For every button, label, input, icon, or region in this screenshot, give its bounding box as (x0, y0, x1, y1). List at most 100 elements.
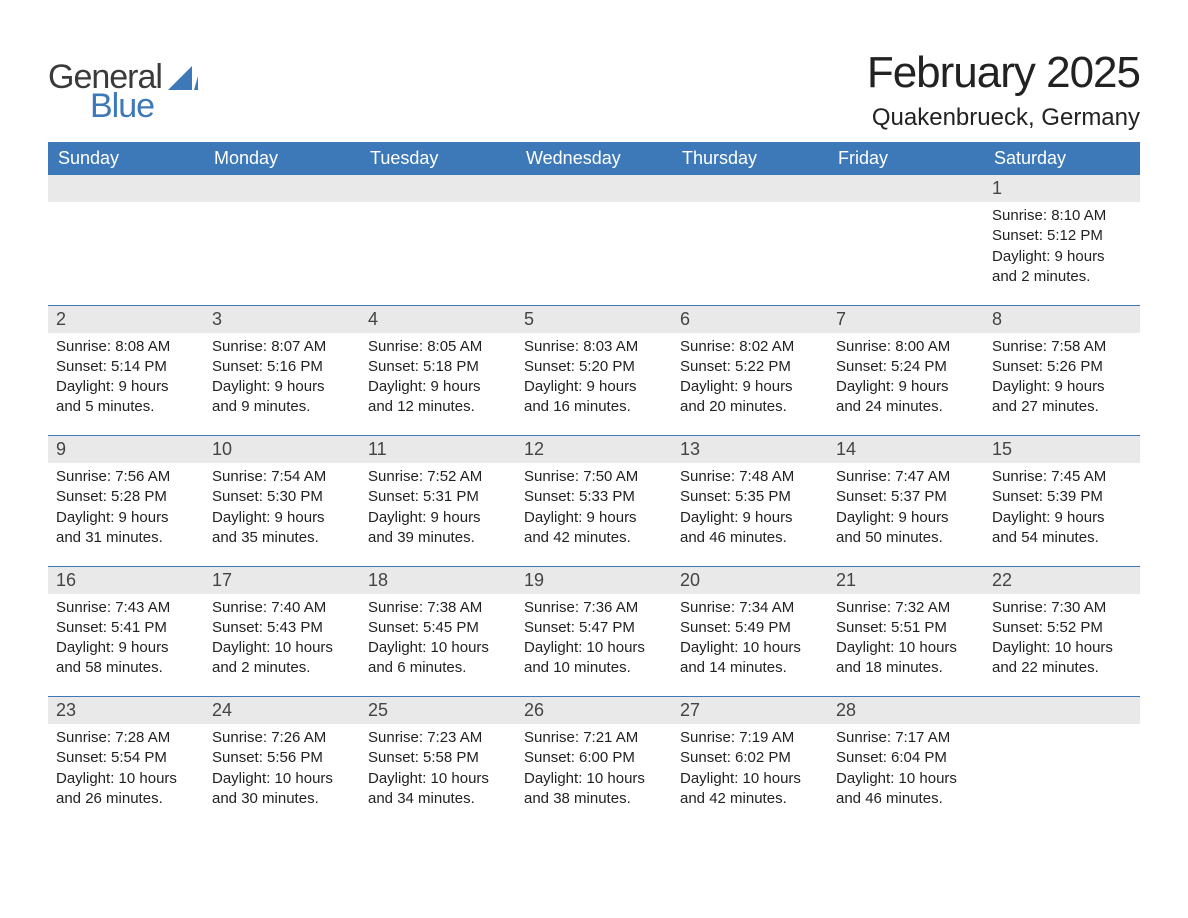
calendar-day-cell (516, 175, 672, 305)
sunset-text: Sunset: 5:58 PM (368, 748, 508, 768)
day-number: 23 (48, 697, 204, 724)
calendar-day-cell: 9Sunrise: 7:56 AMSunset: 5:28 PMDaylight… (48, 436, 204, 566)
sunrise-text: Sunrise: 8:07 AM (212, 337, 352, 357)
sunset-text: Sunset: 5:54 PM (56, 748, 196, 768)
calendar-day-cell: 4Sunrise: 8:05 AMSunset: 5:18 PMDaylight… (360, 306, 516, 436)
weekday-header: Monday (204, 142, 360, 175)
weekday-header: Thursday (672, 142, 828, 175)
day-number: 21 (828, 567, 984, 594)
day-number: 26 (516, 697, 672, 724)
daylight-text: Daylight: 10 hours and 34 minutes. (368, 769, 508, 810)
daylight-text: Daylight: 10 hours and 42 minutes. (680, 769, 820, 810)
sunset-text: Sunset: 5:12 PM (992, 226, 1132, 246)
title-block: February 2025 Quakenbrueck, Germany (867, 48, 1140, 132)
sunrise-text: Sunrise: 7:19 AM (680, 728, 820, 748)
day-details: Sunrise: 7:56 AMSunset: 5:28 PMDaylight:… (48, 463, 204, 556)
daylight-text: Daylight: 9 hours and 20 minutes. (680, 377, 820, 418)
day-number-bar (828, 175, 984, 202)
daylight-text: Daylight: 9 hours and 50 minutes. (836, 508, 976, 549)
sunrise-text: Sunrise: 7:58 AM (992, 337, 1132, 357)
sunset-text: Sunset: 5:37 PM (836, 487, 976, 507)
calendar-day-cell: 28Sunrise: 7:17 AMSunset: 6:04 PMDayligh… (828, 697, 984, 827)
sunset-text: Sunset: 5:26 PM (992, 357, 1132, 377)
location-subtitle: Quakenbrueck, Germany (867, 104, 1140, 132)
page-header: General Blue February 2025 Quakenbrueck,… (48, 48, 1140, 132)
day-number: 2 (48, 306, 204, 333)
sunset-text: Sunset: 5:56 PM (212, 748, 352, 768)
day-number: 3 (204, 306, 360, 333)
day-number: 11 (360, 436, 516, 463)
calendar-day-cell (204, 175, 360, 305)
daylight-text: Daylight: 9 hours and 35 minutes. (212, 508, 352, 549)
daylight-text: Daylight: 10 hours and 6 minutes. (368, 638, 508, 679)
day-number: 4 (360, 306, 516, 333)
weekday-header: Saturday (984, 142, 1140, 175)
calendar-week-row: 23 Sunrise: 7:28 AMSunset: 5:54 PM Dayligh… (48, 697, 1140, 827)
sunrise-text: Sunrise: 7:17 AM (836, 728, 976, 748)
sunrise-text: Sunrise: 8:02 AM (680, 337, 820, 357)
day-details: Sunrise: 7:48 AMSunset: 5:35 PMDaylight:… (672, 463, 828, 556)
calendar-day-cell: 5Sunrise: 8:03 AMSunset: 5:20 PMDaylight… (516, 306, 672, 436)
brand-logo: General Blue (48, 58, 198, 126)
calendar-day-cell: 3Sunrise: 8:07 AMSunset: 5:16 PMDaylight… (204, 306, 360, 436)
day-number: 1 (984, 175, 1140, 202)
day-number: 16 (48, 567, 204, 594)
sunrise-text: Sunrise: 7:48 AM (680, 467, 820, 487)
calendar-day-cell (984, 697, 1140, 827)
day-number: 14 (828, 436, 984, 463)
sunset-text: Sunset: 5:24 PM (836, 357, 976, 377)
daylight-text: Daylight: 9 hours and 2 minutes. (992, 247, 1132, 288)
calendar-body: 1Sunrise: 8:10 AMSunset: 5:12 PMDaylight… (48, 175, 1140, 827)
day-number: 24 (204, 697, 360, 724)
sunset-text: Sunset: 5:41 PM (56, 618, 196, 638)
calendar-day-cell: 22Sunrise: 7:30 AMSunset: 5:52 PMDayligh… (984, 567, 1140, 697)
sunrise-text: Sunrise: 7:32 AM (836, 598, 976, 618)
daylight-text: Daylight: 9 hours and 54 minutes. (992, 508, 1132, 549)
calendar-day-cell: 6Sunrise: 8:02 AMSunset: 5:22 PMDaylight… (672, 306, 828, 436)
sunset-text: Sunset: 5:39 PM (992, 487, 1132, 507)
daylight-text: Daylight: 9 hours and 31 minutes. (56, 508, 196, 549)
day-details: Sunrise: 8:02 AMSunset: 5:22 PMDaylight:… (672, 333, 828, 426)
sunrise-text: Sunrise: 7:52 AM (368, 467, 508, 487)
day-details: Sunrise: 7:23 AMSunset: 5:58 PMDaylight:… (360, 724, 516, 817)
sunset-text: Sunset: 5:20 PM (524, 357, 664, 377)
day-details: Sunrise: 7:38 AMSunset: 5:45 PMDaylight:… (360, 594, 516, 687)
day-number: 13 (672, 436, 828, 463)
daylight-text: Daylight: 10 hours and 14 minutes. (680, 638, 820, 679)
weekday-header: Friday (828, 142, 984, 175)
calendar-day-cell: 10Sunrise: 7:54 AMSunset: 5:30 PMDayligh… (204, 436, 360, 566)
calendar-day-cell: 11Sunrise: 7:52 AMSunset: 5:31 PMDayligh… (360, 436, 516, 566)
daylight-text: Daylight: 9 hours and 9 minutes. (212, 377, 352, 418)
daylight-text: Daylight: 10 hours and 18 minutes. (836, 638, 976, 679)
sunset-text: Sunset: 5:33 PM (524, 487, 664, 507)
day-details: Sunrise: 8:08 AMSunset: 5:14 PMDaylight:… (48, 333, 204, 426)
sunrise-text: Sunrise: 8:10 AM (992, 206, 1132, 226)
day-number: 20 (672, 567, 828, 594)
day-details: Sunrise: 7:26 AMSunset: 5:56 PMDaylight:… (204, 724, 360, 817)
day-details: Sunrise: 7:32 AMSunset: 5:51 PMDaylight:… (828, 594, 984, 687)
sunset-text: Sunset: 5:47 PM (524, 618, 664, 638)
calendar-day-cell: 8 Sunrise: 7:58 AMSunset: 5:26 PMDaylight… (984, 306, 1140, 436)
sunset-text: Sunset: 5:14 PM (56, 357, 196, 377)
month-year-title: February 2025 (867, 48, 1140, 98)
day-number: 8 (984, 306, 1140, 333)
calendar-week-row: 1 Sunrise: 8:10 AMSunset: 5:12 PMDaylight… (48, 175, 1140, 305)
day-number-bar (204, 175, 360, 202)
sunrise-text: Sunrise: 7:28 AM (56, 728, 196, 748)
sunrise-text: Sunrise: 7:30 AM (992, 598, 1132, 618)
day-details: Sunrise: 8:00 AMSunset: 5:24 PMDaylight:… (828, 333, 984, 426)
sunset-text: Sunset: 5:22 PM (680, 357, 820, 377)
day-number: 17 (204, 567, 360, 594)
daylight-text: Daylight: 9 hours and 27 minutes. (992, 377, 1132, 418)
day-details: Sunrise: 7:36 AMSunset: 5:47 PMDaylight:… (516, 594, 672, 687)
calendar-day-cell: 16Sunrise: 7:43 AMSunset: 5:41 PMDayligh… (48, 567, 204, 697)
sunrise-text: Sunrise: 7:21 AM (524, 728, 664, 748)
day-number: 27 (672, 697, 828, 724)
calendar-week-row: 9Sunrise: 7:56 AMSunset: 5:28 PMDaylight… (48, 436, 1140, 566)
calendar-day-cell (48, 175, 204, 305)
day-number: 25 (360, 697, 516, 724)
weekday-header: Sunday (48, 142, 204, 175)
day-details: Sunrise: 7:45 AMSunset: 5:39 PMDaylight:… (984, 463, 1140, 556)
day-details: Sunrise: 7:47 AMSunset: 5:37 PMDaylight:… (828, 463, 984, 556)
calendar-table: Sunday Monday Tuesday Wednesday Thursday… (48, 142, 1140, 827)
